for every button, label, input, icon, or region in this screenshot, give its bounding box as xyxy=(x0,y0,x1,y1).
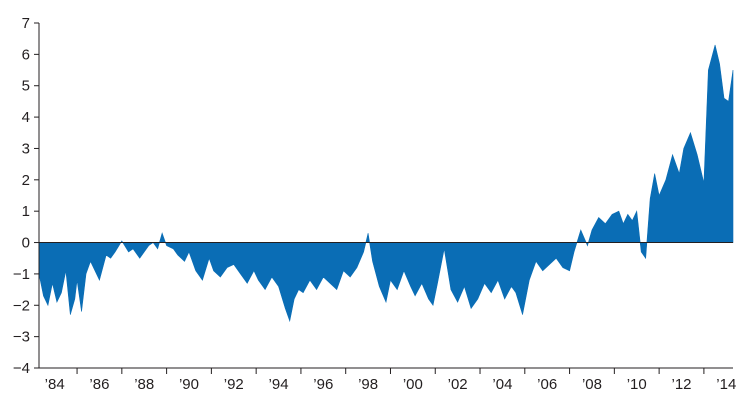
y-tick-label: 4 xyxy=(22,109,30,126)
y-tick-label: 6 xyxy=(22,46,30,63)
x-tick-label: ’84 xyxy=(45,376,65,393)
x-tick-label: ’10 xyxy=(627,376,647,393)
x-tick-label: ’88 xyxy=(134,376,154,393)
y-tick-label: −3 xyxy=(13,329,30,346)
y-axis: 7 6 5 4 3 2 1 0 −1 −2 −3 −4 xyxy=(13,15,40,377)
x-tick-label: ’94 xyxy=(269,376,289,393)
x-tick-label: ’06 xyxy=(537,376,557,393)
y-tick-label: 2 xyxy=(22,172,30,189)
y-tick-label: −4 xyxy=(13,360,30,377)
area-series xyxy=(38,44,734,323)
x-tick-label: ’12 xyxy=(671,376,691,393)
y-tick-label: 1 xyxy=(22,203,30,220)
x-axis: ’84 ’86 ’88 ’90 ’92 ’94 ’96 ’98 ’00 ’02 ’04 ’06 ’08 ’… xyxy=(39,367,736,393)
area-fill xyxy=(38,44,734,323)
y-tick-label: 3 xyxy=(22,140,30,157)
x-tick-label: ’92 xyxy=(224,376,244,393)
y-tick-label: 5 xyxy=(22,78,30,95)
x-tick-label: ’86 xyxy=(89,376,109,393)
y-tick-label: −1 xyxy=(13,266,30,283)
x-tick-label: ’14 xyxy=(716,376,736,393)
x-tick-label: ’02 xyxy=(448,376,468,393)
y-tick-label: 7 xyxy=(22,15,30,32)
y-tick-label: −2 xyxy=(13,297,30,314)
x-tick-label: ’04 xyxy=(492,376,512,393)
x-tick-label: ’98 xyxy=(358,376,378,393)
x-tick-label: ’00 xyxy=(403,376,423,393)
y-tick-label: 0 xyxy=(22,235,30,252)
x-tick-label: ’90 xyxy=(179,376,199,393)
x-tick-label: ’96 xyxy=(313,376,333,393)
x-tick-label: ’08 xyxy=(582,376,602,393)
